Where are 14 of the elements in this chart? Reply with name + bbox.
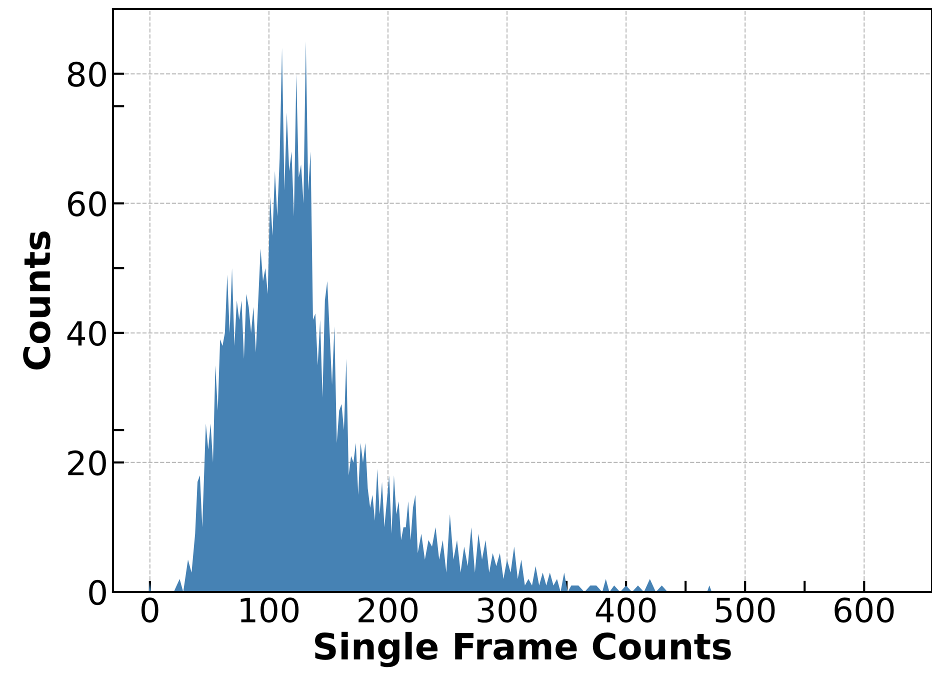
x-tick-label: 600 bbox=[834, 597, 894, 623]
x-tick-label: 0 bbox=[141, 597, 158, 623]
x-axis-title: Single Frame Counts bbox=[315, 632, 731, 668]
x-tick-label: 100 bbox=[240, 597, 299, 623]
x-tick-label: 500 bbox=[716, 597, 775, 623]
x-tick-label: 300 bbox=[478, 597, 537, 623]
y-tick-label: 60 bbox=[68, 191, 106, 216]
y-tick-label: 20 bbox=[68, 450, 106, 476]
y-tick-label: 0 bbox=[89, 580, 106, 606]
x-tick-label: 400 bbox=[596, 597, 656, 623]
y-tick-label: 80 bbox=[68, 62, 106, 87]
x-tick-label: 200 bbox=[358, 597, 418, 623]
y-tick-label: 40 bbox=[67, 320, 106, 346]
y-axis-title: Counts bbox=[23, 231, 50, 370]
